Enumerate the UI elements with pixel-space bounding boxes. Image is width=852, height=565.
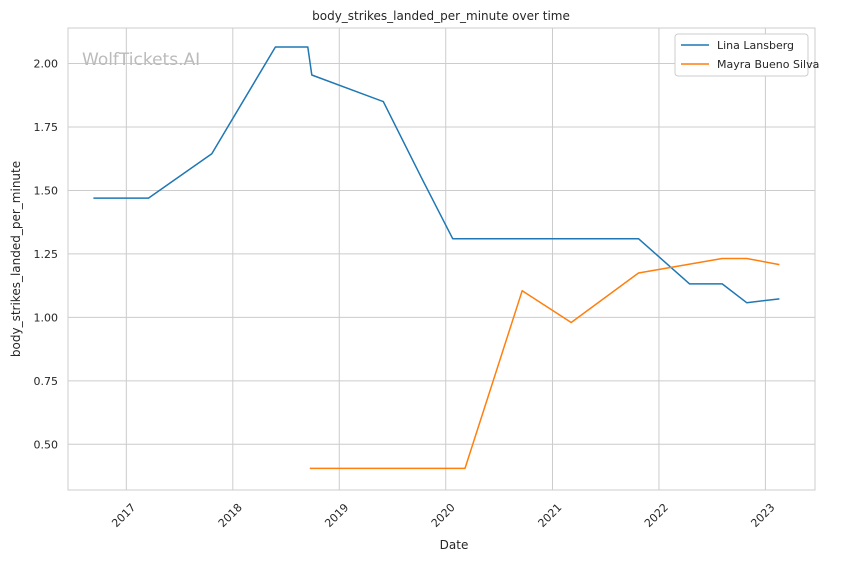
y-tick-label: 1.75 [34, 121, 59, 134]
legend-label-lina-lansberg: Lina Lansberg [717, 39, 794, 52]
x-tick-label: 2017 [109, 501, 138, 530]
x-tick-label: 2022 [642, 501, 671, 530]
y-tick-label: 0.75 [34, 375, 59, 388]
series-line-mayra-bueno-silva [309, 257, 780, 470]
y-tick-label: 0.50 [34, 438, 59, 451]
legend: Lina Lansberg Mayra Bueno Silva [674, 33, 819, 77]
y-tick-label: 1.00 [34, 311, 59, 324]
watermark: WolfTickets.AI [82, 50, 200, 70]
x-tick-label: 2020 [429, 501, 458, 530]
y-axis-ticks: 0.50 0.75 1.00 1.25 1.50 1.75 2.00 [34, 58, 59, 452]
plot-frame [67, 27, 816, 491]
y-tick-label: 2.00 [34, 58, 59, 71]
x-tick-label: 2023 [748, 501, 777, 530]
x-tick-label: 2018 [216, 501, 245, 530]
series-line-lina-lansberg [93, 46, 780, 304]
y-tick-label: 1.25 [34, 248, 59, 261]
x-tick-label: 2021 [536, 501, 565, 530]
grid [68, 28, 815, 490]
y-tick-label: 1.50 [34, 184, 59, 197]
chart-title: body_strikes_landed_per_minute over time [312, 9, 570, 23]
y-axis-label: body_strikes_landed_per_minute [9, 161, 23, 357]
legend-label-mayra-bueno-silva: Mayra Bueno Silva [717, 58, 819, 71]
x-tick-label: 2019 [322, 501, 351, 530]
x-axis-label: Date [440, 538, 469, 552]
x-axis-ticks: 2017 2018 2019 2020 2021 2022 2023 [109, 501, 777, 530]
series-layer [93, 46, 780, 470]
